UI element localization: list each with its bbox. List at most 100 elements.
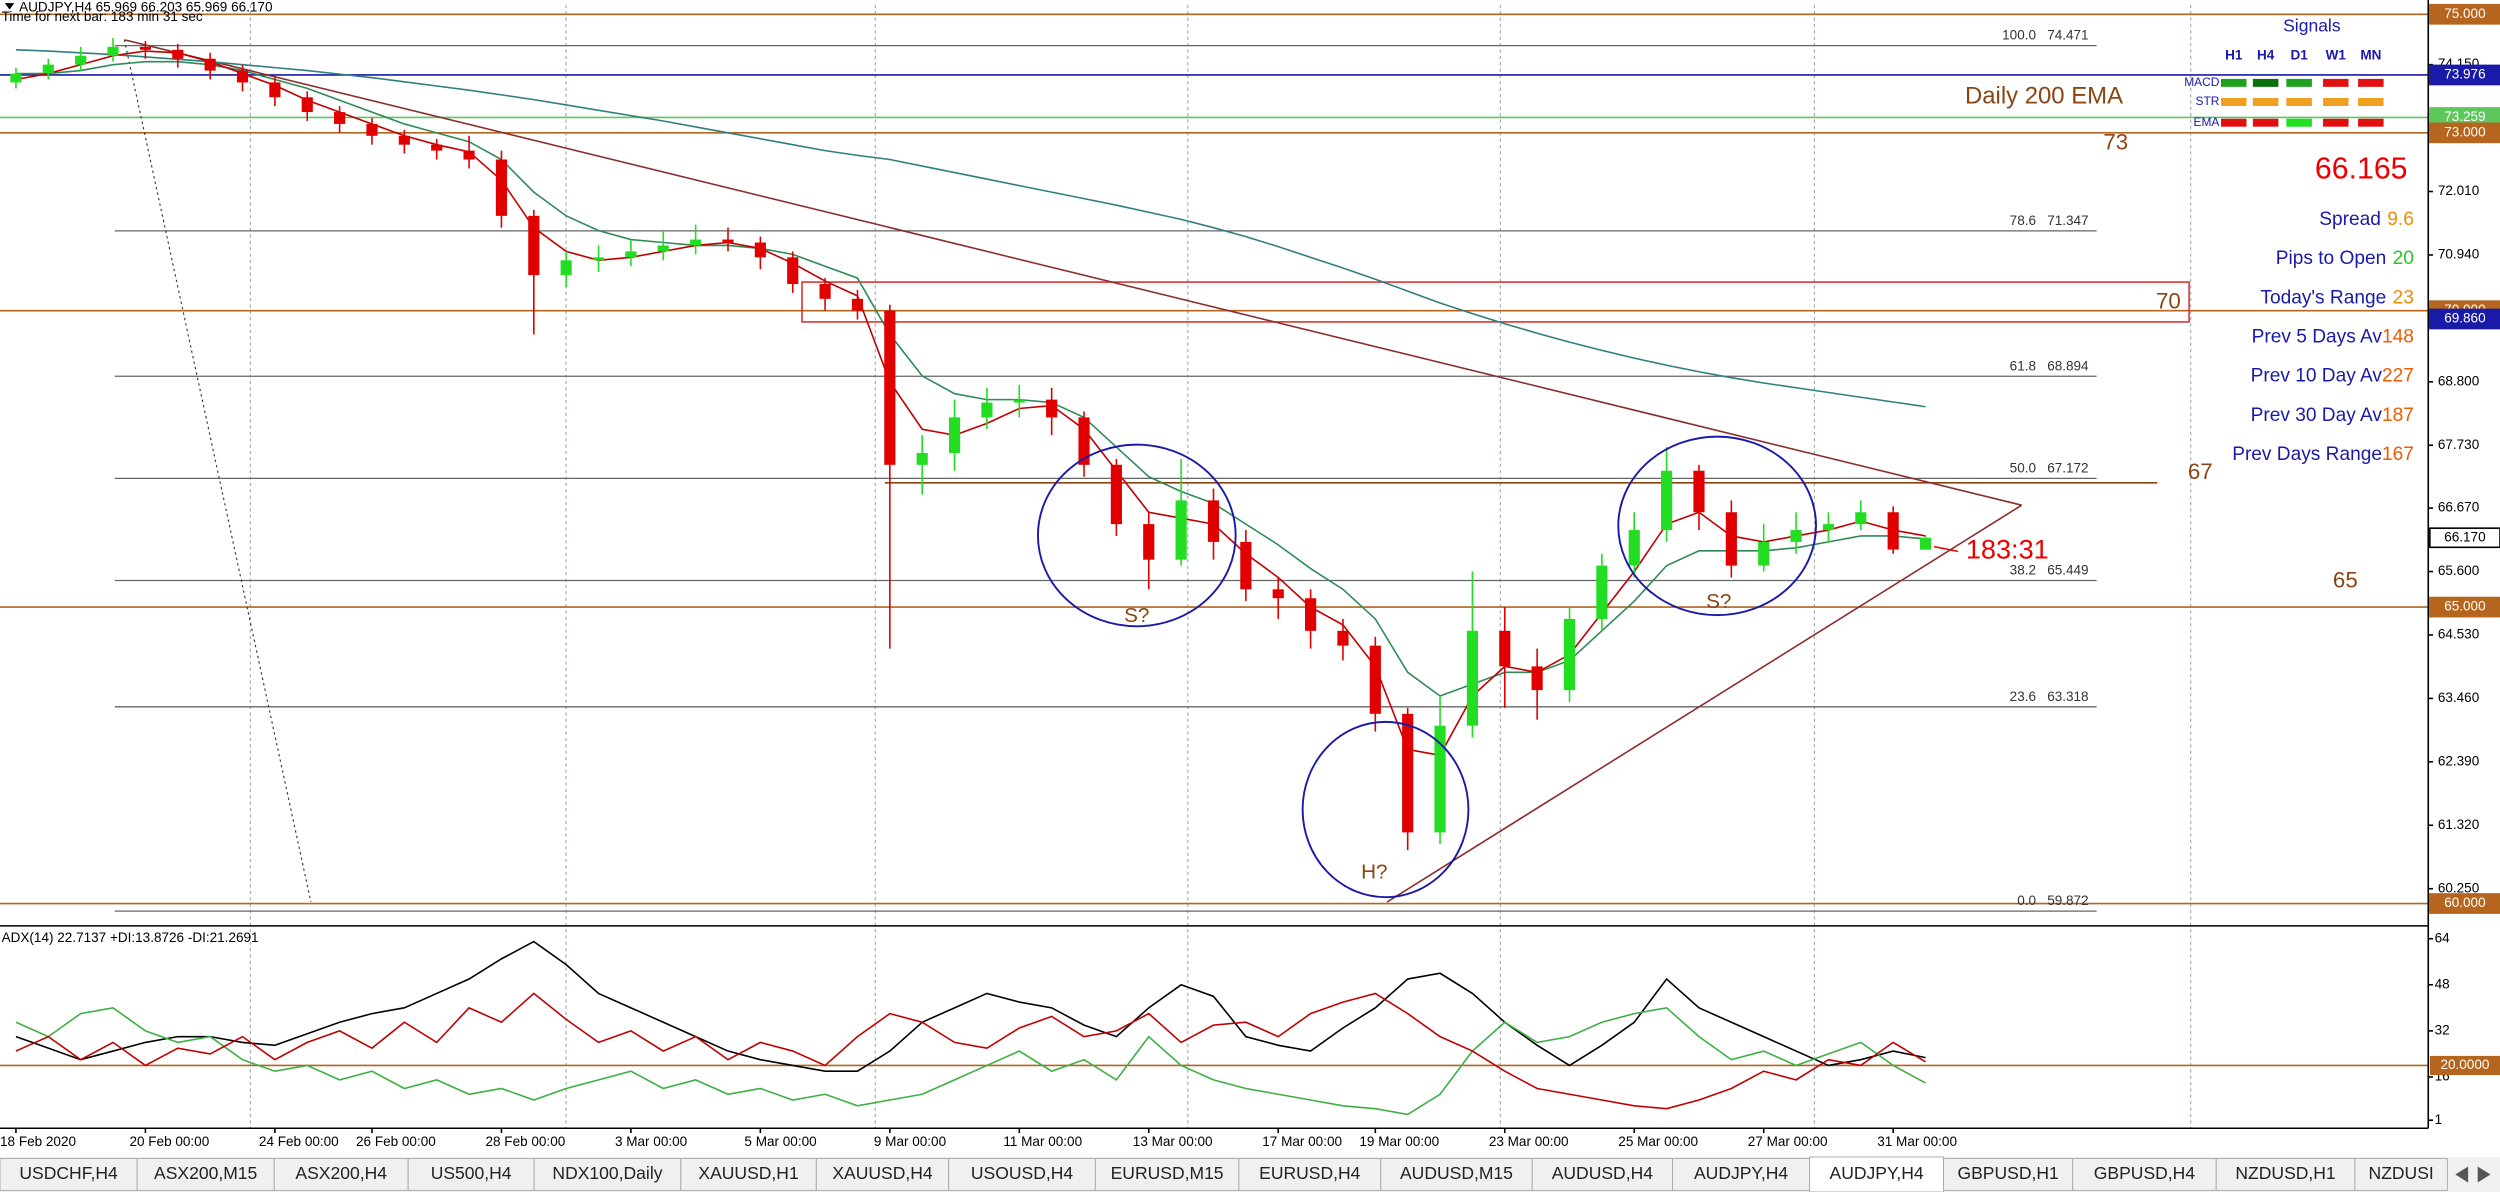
tab[interactable]	[2215, 1158, 2356, 1191]
tab-label[interactable]: ASX200,H4	[295, 1163, 387, 1183]
tab[interactable]	[1238, 1158, 1382, 1191]
x-tick-label: 26 Feb 00:00	[356, 1134, 436, 1149]
x-tick-label: 20 Feb 00:00	[129, 1134, 209, 1149]
candle-body	[1758, 541, 1770, 566]
tab[interactable]	[533, 1158, 682, 1191]
tab-scroll-left[interactable]	[2455, 1166, 2469, 1183]
price-box	[2429, 893, 2500, 914]
price-box	[2429, 527, 2500, 549]
trendline-up	[1386, 504, 2023, 903]
tab-label[interactable]: EURUSD,M15	[1111, 1163, 1224, 1183]
signal-cell	[2286, 118, 2312, 127]
x-tick-label: 17 Mar 00:00	[1262, 1134, 1342, 1149]
candle-body	[916, 452, 928, 465]
stat-value: 167	[2382, 444, 2414, 465]
candle-body	[301, 97, 313, 113]
candle-body	[204, 58, 216, 71]
fib-level: 100.0	[2002, 28, 2036, 43]
tab-label[interactable]: AUDUSD,H4	[1552, 1163, 1654, 1183]
signal-cell	[2358, 118, 2384, 127]
signal-cell	[2220, 78, 2247, 87]
tab[interactable]	[136, 1158, 275, 1191]
candle-body	[592, 257, 605, 261]
collapse-arrow	[4, 3, 15, 10]
candle-body	[787, 257, 799, 285]
candle-body	[1110, 464, 1122, 525]
price-box-label: 65.000	[2444, 599, 2485, 614]
tab[interactable]	[273, 1158, 409, 1191]
fib-level: 50.0	[2010, 460, 2036, 475]
dotted-line	[123, 39, 312, 903]
y-tick-label: 1	[2435, 1112, 2443, 1127]
tab-label[interactable]: AUDUSD,M15	[1400, 1163, 1513, 1183]
tab-label[interactable]: ASX200,M15	[154, 1163, 257, 1183]
candle-body	[366, 123, 378, 136]
signal-column: MN	[2360, 47, 2381, 62]
candle-body	[1337, 630, 1349, 646]
price-box	[2429, 3, 2500, 25]
trendline-down	[124, 39, 2022, 506]
pattern-label: H?	[1361, 861, 1388, 884]
tab[interactable]	[680, 1158, 817, 1191]
x-tick-label: 31 Mar 00:00	[1877, 1134, 1957, 1149]
x-tick-label: 28 Feb 00:00	[485, 1134, 565, 1149]
y-tick-label: 64	[2435, 930, 2451, 945]
candle-body	[625, 251, 637, 258]
tab[interactable]	[0, 1158, 138, 1191]
price-box	[2429, 308, 2500, 330]
stat: Pips to Open 20	[2276, 248, 2414, 269]
fib-level: 0.0	[2017, 893, 2036, 908]
price-box	[2429, 1055, 2500, 1076]
candle-body	[1305, 598, 1317, 631]
candle-body	[398, 135, 410, 145]
signal-cell	[2252, 98, 2279, 106]
tab[interactable]	[1531, 1158, 1673, 1191]
tab[interactable]	[1380, 1158, 1533, 1191]
chart-subtitle: Time for next bar: 183 min 31 sec	[2, 9, 203, 24]
tab-label[interactable]: GBPUSD,H1	[1958, 1163, 2059, 1183]
signal-cell	[2252, 78, 2279, 87]
tab-label[interactable]: AUDJPY,H4	[1694, 1163, 1788, 1183]
stat-value: 23	[2393, 287, 2414, 308]
tab-label[interactable]: XAUUSD,H1	[698, 1163, 798, 1183]
candle-body	[1078, 417, 1090, 465]
candle-body	[1175, 500, 1187, 560]
signal-cell	[2286, 78, 2312, 87]
candle-body	[1661, 470, 1673, 531]
tab[interactable]	[1943, 1158, 2074, 1191]
candle-body	[75, 55, 87, 65]
x-tick-label: 11 Mar 00:00	[1003, 1134, 1082, 1149]
signal-column: H4	[2257, 47, 2275, 62]
price-box	[2429, 64, 2500, 86]
tab-label[interactable]: EURUSD,H4	[1259, 1163, 1361, 1183]
price-box-label: 73.000	[2444, 124, 2485, 139]
candle-body	[139, 46, 151, 50]
tab-label[interactable]: NZDUSD,H1	[2235, 1163, 2335, 1183]
y-tick-label: 70.940	[2438, 247, 2479, 262]
tab-label[interactable]: NDX100,Daily	[552, 1163, 662, 1183]
tab-label[interactable]: AUDJPY,H4	[1830, 1163, 1924, 1183]
tab-label[interactable]: USDCHF,H4	[19, 1163, 118, 1183]
tab-scroll-right[interactable]	[2477, 1166, 2491, 1183]
stat-label: Prev 30 Day Av	[2251, 405, 2383, 426]
tab[interactable]	[2354, 1158, 2448, 1191]
tab-label[interactable]: US500,H4	[431, 1163, 512, 1183]
candle-body	[1725, 512, 1737, 566]
tab[interactable]	[1094, 1158, 1240, 1191]
price-box	[2429, 122, 2500, 144]
signals-title: Signals	[2283, 16, 2341, 36]
tab[interactable]	[815, 1158, 950, 1191]
fib-price: 65.449	[2047, 563, 2088, 578]
tab[interactable]	[1672, 1158, 1811, 1191]
tab-label[interactable]: GBPUSD,H4	[2094, 1163, 2196, 1183]
candle-body	[1402, 713, 1414, 833]
candle-body	[528, 215, 540, 276]
signal-column: D1	[2290, 47, 2308, 62]
tab-label[interactable]: XAUUSD,H4	[832, 1163, 933, 1183]
tab-label[interactable]: USOUSD,H4	[971, 1163, 1073, 1183]
tab-label[interactable]: NZDUSI	[2369, 1163, 2434, 1183]
candle-body	[172, 49, 184, 59]
pattern-label: S?	[1124, 604, 1149, 627]
bid-price: 66.165	[2315, 153, 2408, 186]
candle-body	[1369, 645, 1381, 714]
